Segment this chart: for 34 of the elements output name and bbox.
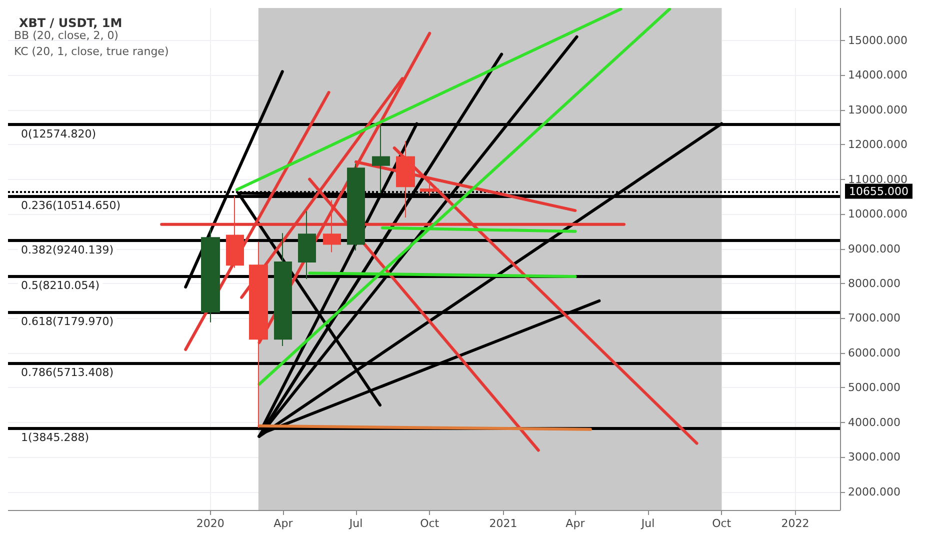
y-tick-label: 14000.000	[848, 68, 908, 82]
annotation: KC (20, 1, close, true range)	[14, 45, 169, 58]
ref-line-label: 1(3845.288)	[21, 430, 90, 444]
ref-line-label: 0.786(5713.408)	[21, 366, 114, 379]
y-tick-label: 5000.000	[848, 381, 900, 394]
ref-line-label: 0.236(10514.650)	[21, 199, 121, 212]
y-tick-label: 9000.000	[848, 242, 900, 256]
text: XBT / USDT, 1M	[19, 16, 122, 30]
x-tick-label: Jul	[640, 517, 655, 530]
ref-line-label: 0.618(7179.970)	[21, 314, 114, 328]
y-tick-label: 2000.000	[848, 485, 900, 498]
x-tick-label: Oct	[712, 517, 732, 530]
x-tick-label: Apr	[274, 517, 294, 530]
x-tick-label: Jul	[348, 517, 363, 530]
y-tick-label: 7000.000	[848, 312, 900, 325]
y-tick-label: 6000.000	[848, 346, 900, 360]
y-tick-label: 8000.000	[848, 276, 900, 290]
ref-line-label: 10655.000	[849, 184, 908, 198]
y-tick-label: 13000.000	[848, 103, 908, 116]
y-tick-label: 11000.000	[848, 172, 908, 186]
y-tick-label: 4000.000	[848, 416, 900, 429]
ref-line-label: 0.5(8210.054)	[21, 279, 100, 292]
x-tick-label: 2020	[196, 517, 224, 530]
ref-line-label: 0.382(9240.139)	[21, 243, 114, 256]
y-tick-label: 10000.000	[848, 208, 908, 221]
annotation: BB (20, close, 2, 0)	[14, 29, 118, 42]
y-tick-label: 3000.000	[848, 450, 900, 464]
x-tick-label: 2022	[781, 517, 810, 530]
x-tick-label: Apr	[566, 517, 586, 530]
x-tick-label: Oct	[420, 517, 440, 530]
y-tick-label: 12000.000	[848, 138, 908, 152]
ref-line-label: 0(12574.820)	[21, 128, 96, 141]
x-tick-label: 2021	[489, 517, 518, 530]
y-tick-label: 15000.000	[848, 34, 908, 47]
